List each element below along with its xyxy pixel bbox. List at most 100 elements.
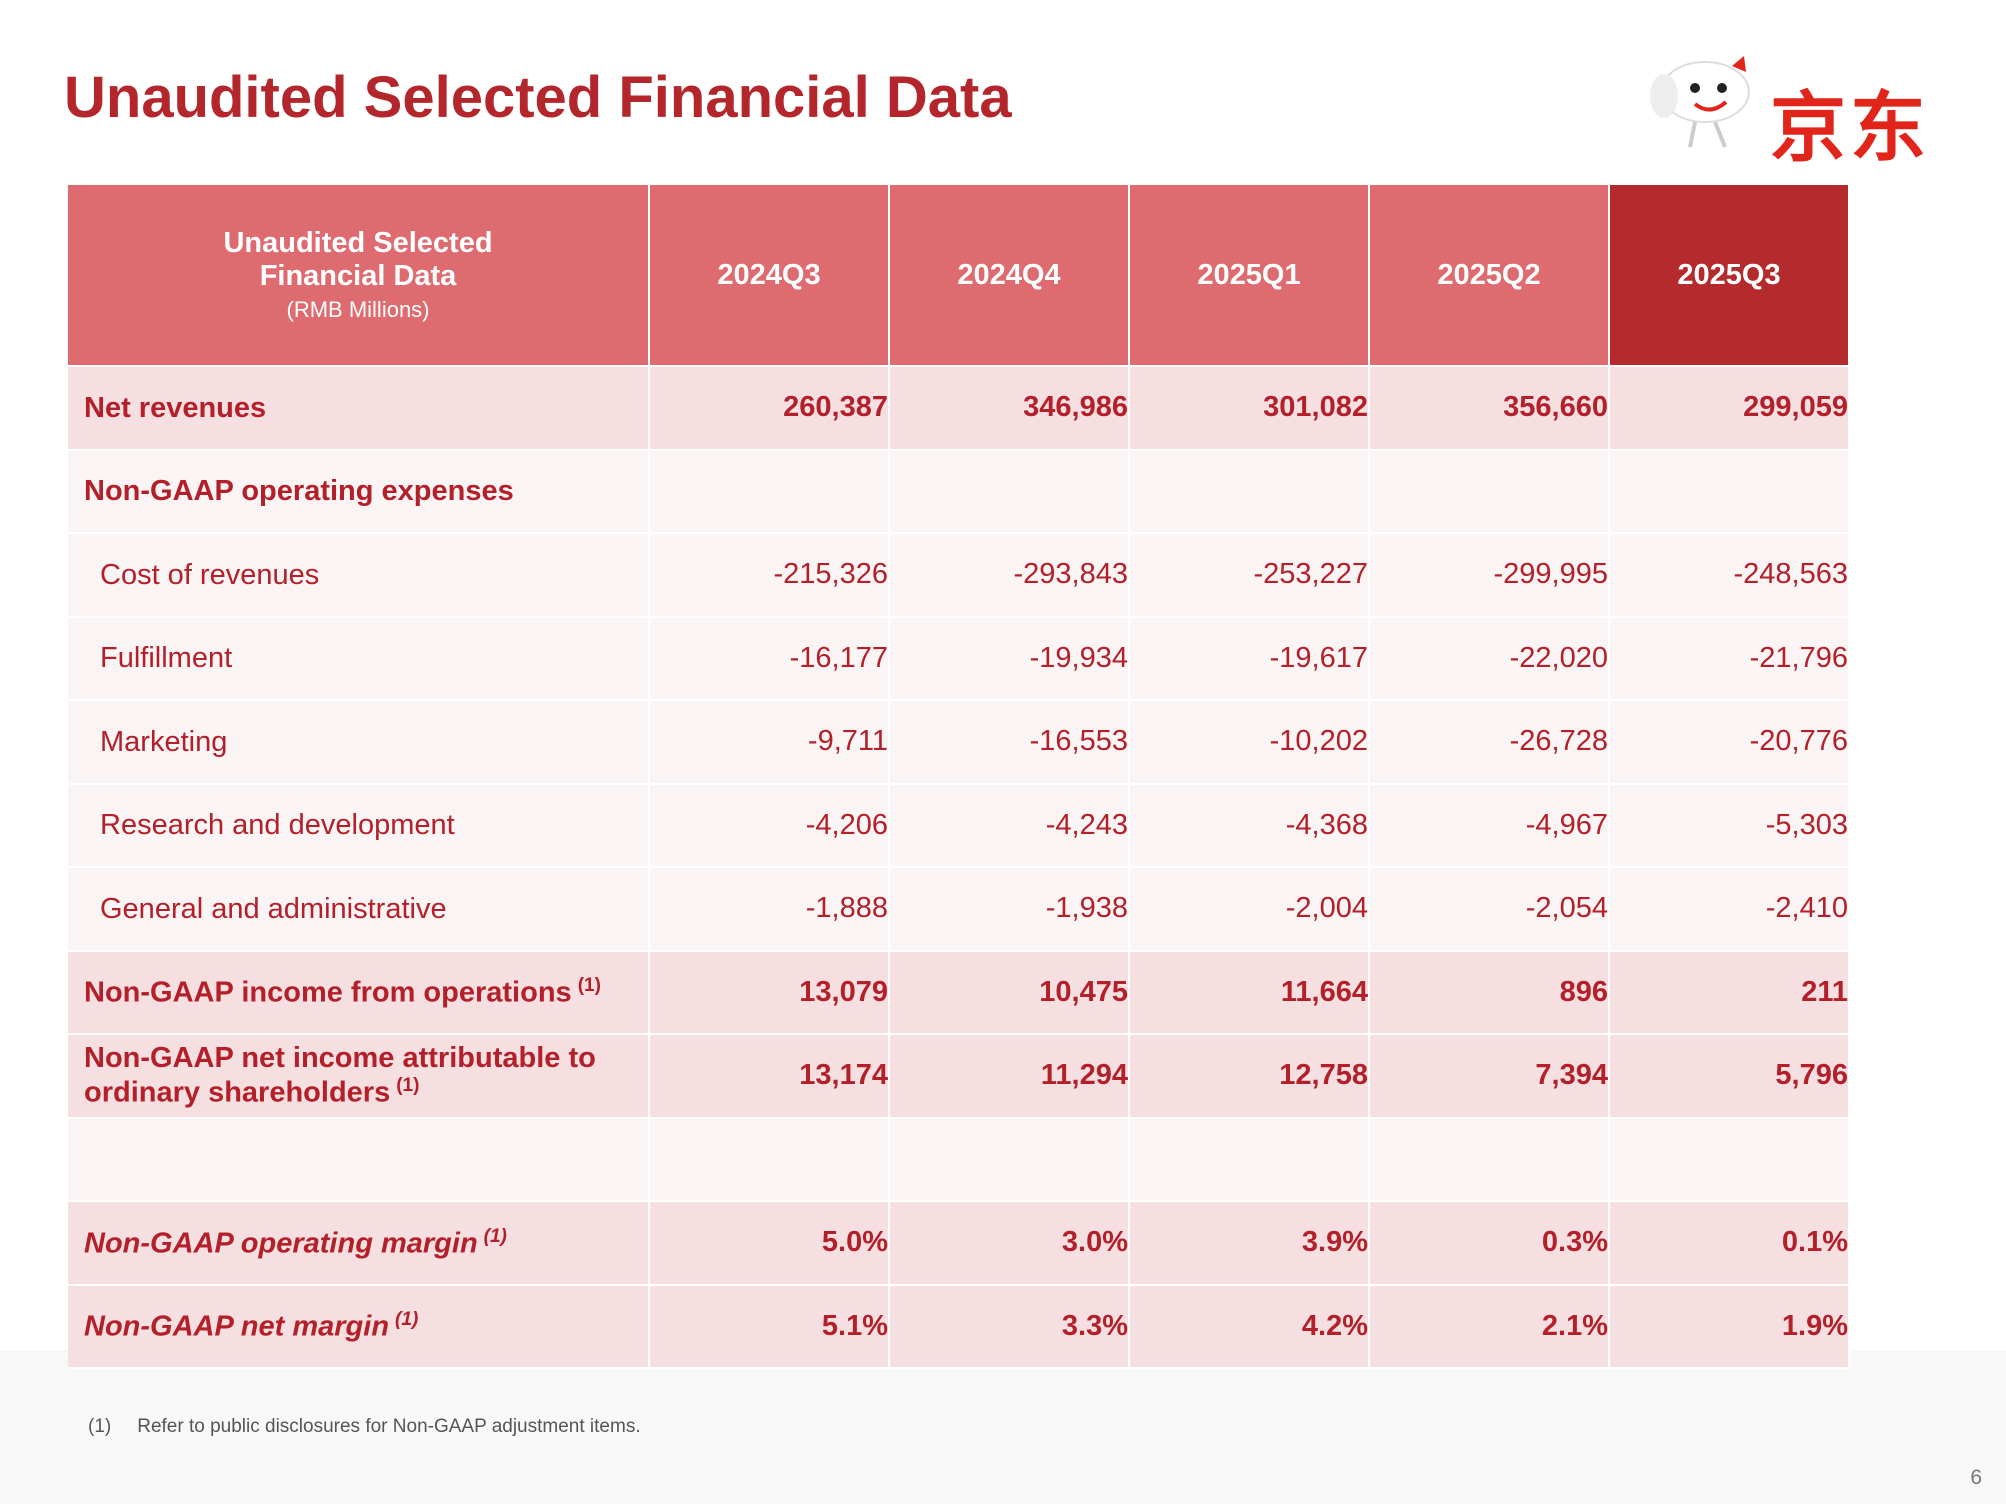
row-label-text: Cost of revenues xyxy=(100,558,320,591)
value-cell: 0.1% xyxy=(1610,1202,1850,1286)
value-cell: -9,711 xyxy=(650,701,890,785)
header-cell: Unaudited Selected Financial Data (RMB Mi… xyxy=(68,185,650,367)
row-label: Non-GAAP operating margin (1) xyxy=(68,1202,650,1286)
background-band xyxy=(0,1350,2006,1504)
value-cell: 4.2% xyxy=(1130,1285,1370,1369)
footnote-text: Refer to public disclosures for Non-GAAP… xyxy=(137,1416,641,1437)
row-label: Fulfillment xyxy=(68,617,650,701)
financial-table: Unaudited Selected Financial Data (RMB Mi… xyxy=(68,185,1850,1369)
value-cell: -1,938 xyxy=(890,868,1130,952)
value-cell: 896 xyxy=(1370,951,1610,1035)
period-header: 2025Q1 xyxy=(1130,185,1370,367)
value-cell: 13,174 xyxy=(650,1035,890,1119)
row-label-text: Non-GAAP net margin (1) xyxy=(84,1309,419,1343)
value-cell: -215,326 xyxy=(650,534,890,618)
row-label: Non-GAAP net income attributable to ordi… xyxy=(68,1035,650,1119)
value-cell: 260,387 xyxy=(650,367,890,451)
spacer-cell xyxy=(68,1118,650,1202)
value-cell: 7,394 xyxy=(1370,1035,1610,1119)
row-label-text: Non-GAAP income from operations (1) xyxy=(84,975,601,1009)
value-cell: -26,728 xyxy=(1370,701,1610,785)
row-label-text: Non-GAAP operating margin (1) xyxy=(84,1225,507,1260)
value-cell: -1,888 xyxy=(650,868,890,952)
value-cell: -19,617 xyxy=(1130,617,1370,701)
value-cell: 12,758 xyxy=(1130,1035,1370,1119)
value-cell: -16,177 xyxy=(650,617,890,701)
row-label: Research and development xyxy=(68,784,650,868)
value-cell: 211 xyxy=(1610,951,1850,1035)
value-cell: 5.1% xyxy=(650,1285,890,1369)
value-cell: 3.3% xyxy=(890,1285,1130,1369)
value-cell: 10,475 xyxy=(890,951,1130,1035)
header-label: Unaudited Selected Financial Data xyxy=(223,227,493,292)
value-cell: -2,054 xyxy=(1370,868,1610,952)
value-cell: 13,079 xyxy=(650,951,890,1035)
value-cell: 5,796 xyxy=(1610,1035,1850,1119)
row-label-text: Marketing xyxy=(100,725,228,758)
value-cell: -10,202 xyxy=(1130,701,1370,785)
value-cell: 11,294 xyxy=(890,1035,1130,1119)
value-cell: -4,206 xyxy=(650,784,890,868)
footnote-ref: (1) xyxy=(483,1225,507,1247)
header-unit: (RMB Millions) xyxy=(286,297,430,322)
value-cell: -4,368 xyxy=(1130,784,1370,868)
row-label: Marketing xyxy=(68,701,650,785)
row-label-text: Fulfillment xyxy=(100,642,233,675)
value-cell: 301,082 xyxy=(1130,367,1370,451)
value-cell xyxy=(1130,450,1370,534)
footnote-ref: (1) xyxy=(395,1309,419,1331)
value-cell: -21,796 xyxy=(1610,617,1850,701)
value-cell: 3.9% xyxy=(1130,1202,1370,1286)
value-cell: 356,660 xyxy=(1370,367,1610,451)
row-label: Net revenues xyxy=(68,367,650,451)
spacer-cell xyxy=(1130,1118,1370,1202)
value-cell xyxy=(650,450,890,534)
value-cell: -4,967 xyxy=(1370,784,1610,868)
spacer-cell xyxy=(890,1118,1130,1202)
row-label: Cost of revenues xyxy=(68,534,650,618)
logo-text: 京东 xyxy=(1770,86,1930,171)
period-header: 2025Q3 xyxy=(1610,185,1850,367)
value-cell: -4,243 xyxy=(890,784,1130,868)
footnote-ref: (1) xyxy=(577,975,601,997)
value-cell xyxy=(890,450,1130,534)
value-cell: 3.0% xyxy=(890,1202,1130,1286)
row-label-text: General and administrative xyxy=(100,892,447,925)
row-label: Non-GAAP net margin (1) xyxy=(68,1285,650,1369)
spacer-cell xyxy=(1610,1118,1850,1202)
value-cell: 2.1% xyxy=(1370,1285,1610,1369)
slide-title: Unaudited Selected Financial Data xyxy=(64,65,1012,130)
value-cell: 299,059 xyxy=(1610,367,1850,451)
row-label: Non-GAAP income from operations (1) xyxy=(68,951,650,1035)
row-label-text: Non-GAAP operating expenses xyxy=(84,475,514,508)
value-cell: -299,995 xyxy=(1370,534,1610,618)
spacer-cell xyxy=(650,1118,890,1202)
period-header: 2024Q3 xyxy=(650,185,890,367)
value-cell: -16,553 xyxy=(890,701,1130,785)
value-cell: 5.0% xyxy=(650,1202,890,1286)
value-cell: -2,004 xyxy=(1130,868,1370,952)
value-cell xyxy=(1370,450,1610,534)
row-label: Non-GAAP operating expenses xyxy=(68,450,650,534)
value-cell: -20,776 xyxy=(1610,701,1850,785)
spacer-cell xyxy=(1370,1118,1610,1202)
value-cell: -293,843 xyxy=(890,534,1130,618)
value-cell: 346,986 xyxy=(890,367,1130,451)
row-label-text: Research and development xyxy=(100,809,455,842)
value-cell: 0.3% xyxy=(1370,1202,1610,1286)
value-cell: -2,410 xyxy=(1610,868,1850,952)
row-label-text: Net revenues xyxy=(84,391,267,424)
value-cell: -5,303 xyxy=(1610,784,1850,868)
value-cell: -22,020 xyxy=(1370,617,1610,701)
value-cell: 11,664 xyxy=(1130,951,1370,1035)
row-label-text: Non-GAAP net income attributable to ordi… xyxy=(84,1042,596,1109)
logo-mascot xyxy=(1650,56,1750,148)
footnote: (1) Refer to public disclosures for Non-G… xyxy=(88,1416,641,1438)
footnote-marker: (1) xyxy=(88,1416,112,1437)
value-cell xyxy=(1610,450,1850,534)
value-cell: -19,934 xyxy=(890,617,1130,701)
value-cell: 1.9% xyxy=(1610,1285,1850,1369)
footnote-ref: (1) xyxy=(396,1074,420,1096)
period-header: 2024Q4 xyxy=(890,185,1130,367)
